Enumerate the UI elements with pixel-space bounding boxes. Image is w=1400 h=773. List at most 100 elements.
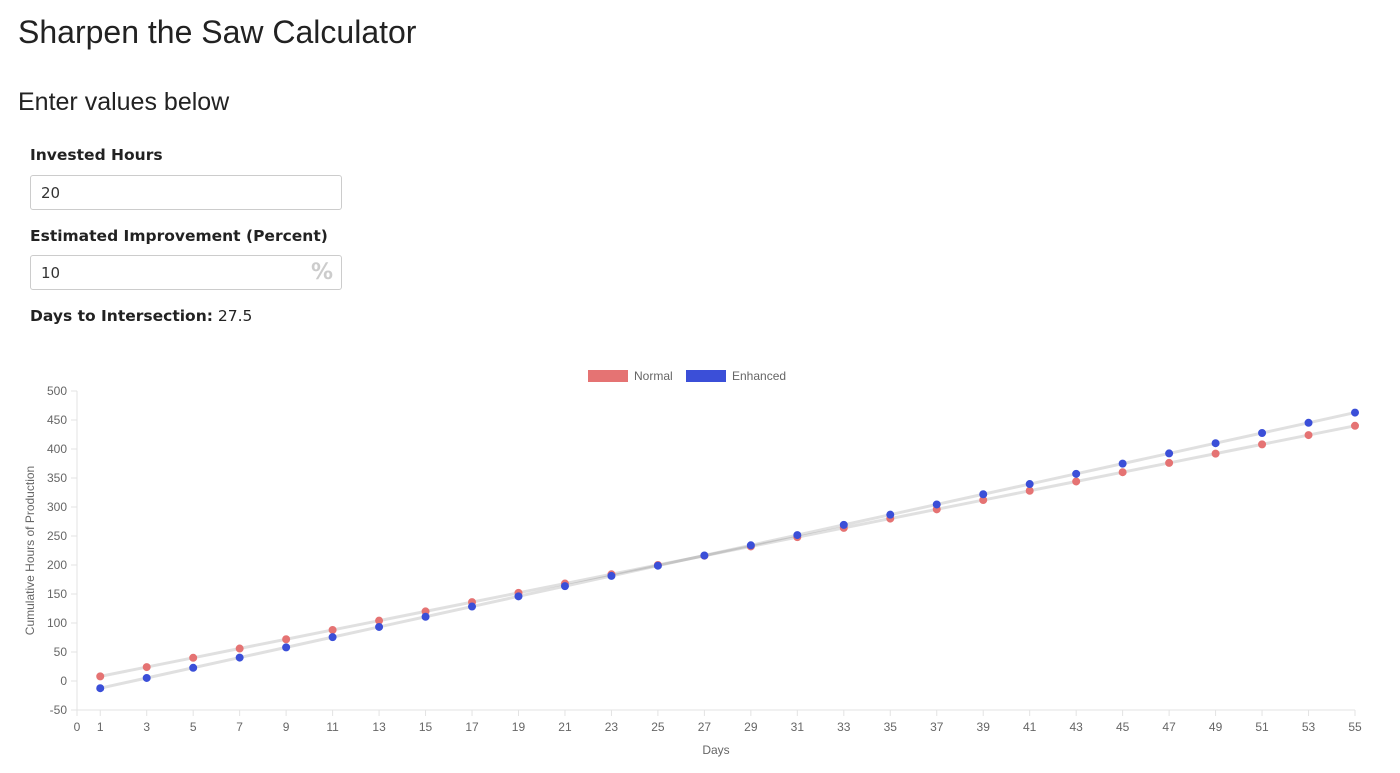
invested-hours-field[interactable]	[30, 175, 342, 210]
page-subtitle: Enter values below	[18, 88, 230, 116]
data-point-normal	[96, 672, 105, 681]
data-point-enhanced	[839, 520, 848, 529]
y-tick-label: 350	[47, 471, 67, 485]
x-tick-label: 13	[372, 720, 386, 734]
data-point-enhanced	[96, 684, 105, 693]
data-point-enhanced	[189, 663, 198, 672]
x-tick-label: 37	[930, 720, 944, 734]
data-point-enhanced	[932, 500, 941, 509]
data-point-normal	[1165, 458, 1174, 467]
data-point-enhanced	[560, 582, 569, 591]
chart-container: -50 0 50 100 150 200 250 300 350 400 450 500 0 1 3 5 7 9 1…	[0, 360, 1400, 773]
data-point-enhanced	[1304, 418, 1313, 427]
data-point-enhanced	[746, 541, 755, 550]
data-point-enhanced	[514, 592, 523, 601]
x-tick-label: 27	[698, 720, 712, 734]
data-point-normal	[1351, 421, 1359, 430]
data-point-enhanced	[886, 510, 895, 519]
data-point-normal	[1072, 477, 1081, 486]
data-point-normal	[1258, 440, 1267, 449]
data-point-normal	[1211, 449, 1220, 458]
legend-label-enhanced: Enhanced	[732, 369, 786, 383]
data-point-normal	[1304, 431, 1313, 440]
x-tick-label: 23	[605, 720, 619, 734]
data-point-enhanced	[142, 673, 151, 682]
data-point-enhanced	[1072, 469, 1081, 478]
x-tick-label: 35	[884, 720, 898, 734]
data-point-enhanced	[1211, 439, 1220, 448]
x-tick-label: 53	[1302, 720, 1316, 734]
x-tick-label: 51	[1255, 720, 1269, 734]
days-to-intersection-label: Days to Intersection:	[30, 307, 213, 325]
legend-label-normal: Normal	[634, 369, 673, 383]
improvement-field[interactable]: %	[30, 255, 342, 290]
data-point-enhanced	[468, 602, 477, 611]
data-point-normal	[328, 625, 337, 634]
y-tick-label: 500	[47, 384, 67, 398]
data-point-enhanced	[1025, 480, 1034, 489]
x-tick-label: 11	[326, 720, 339, 734]
x-tick-label: 21	[558, 720, 572, 734]
x-tick-label: 5	[190, 720, 197, 734]
data-point-enhanced	[1165, 449, 1174, 458]
x-tick-label: 31	[791, 720, 805, 734]
x-tick-label: 39	[977, 720, 991, 734]
x-tick-label: 45	[1116, 720, 1130, 734]
x-tick-label: 3	[143, 720, 150, 734]
data-point-normal	[282, 635, 291, 644]
data-point-normal	[235, 644, 244, 653]
x-tick-label: 49	[1209, 720, 1223, 734]
data-point-enhanced	[235, 653, 244, 662]
days-to-intersection-value: 27.5	[217, 307, 253, 325]
data-point-enhanced	[653, 561, 662, 570]
data-point-enhanced	[793, 531, 802, 540]
x-axis-title: Days	[702, 743, 729, 757]
data-point-enhanced	[1118, 459, 1127, 468]
x-tick-label: 1	[97, 720, 104, 734]
y-tick-label: 200	[47, 558, 67, 572]
data-point-enhanced	[700, 551, 709, 560]
y-tick-label: 150	[47, 587, 67, 601]
x-tick-label: 41	[1023, 720, 1037, 734]
legend-swatch-enhanced	[686, 370, 726, 382]
x-tick-label: 9	[283, 720, 290, 734]
y-tick-label: 300	[47, 500, 67, 514]
x-tick-label: 43	[1069, 720, 1083, 734]
data-point-normal	[1025, 486, 1034, 495]
series-line-enhanced	[99, 411, 1356, 690]
x-tick-label: 25	[651, 720, 665, 734]
invested-hours-label: Invested Hours	[30, 146, 163, 164]
y-tick-label: 100	[47, 616, 67, 630]
data-point-enhanced	[979, 490, 988, 499]
page-title: Sharpen the Saw Calculator	[18, 14, 417, 50]
improvement-input[interactable]	[31, 256, 341, 289]
percent-icon: %	[310, 260, 333, 285]
x-tick-label: 29	[744, 720, 758, 734]
data-point-normal	[1118, 468, 1127, 477]
x-tick-label: 0	[74, 720, 81, 734]
y-tick-label: 400	[47, 442, 67, 456]
y-tick-label: 50	[54, 645, 68, 659]
data-point-enhanced	[375, 622, 384, 631]
series-line-normal	[99, 424, 1356, 678]
data-point-normal	[142, 663, 151, 672]
data-point-enhanced	[1258, 428, 1267, 437]
improvement-label: Estimated Improvement (Percent)	[30, 227, 328, 245]
y-tick-label: 450	[47, 413, 67, 427]
y-tick-label: 250	[47, 529, 67, 543]
data-point-enhanced	[1351, 408, 1359, 417]
x-tick-label: 15	[419, 720, 433, 734]
data-point-enhanced	[421, 612, 430, 621]
legend-swatch-normal	[588, 370, 628, 382]
data-point-enhanced	[607, 571, 616, 580]
y-axis-title: Cumulative Hours of Production	[23, 466, 37, 635]
days-to-intersection: Days to Intersection: 27.5	[30, 307, 252, 325]
x-tick-label: 47	[1162, 720, 1176, 734]
x-tick-label: 19	[512, 720, 526, 734]
y-tick-label: 0	[60, 674, 67, 688]
x-tick-label: 55	[1348, 720, 1362, 734]
invested-hours-input[interactable]	[31, 176, 341, 209]
x-tick-label: 17	[465, 720, 479, 734]
